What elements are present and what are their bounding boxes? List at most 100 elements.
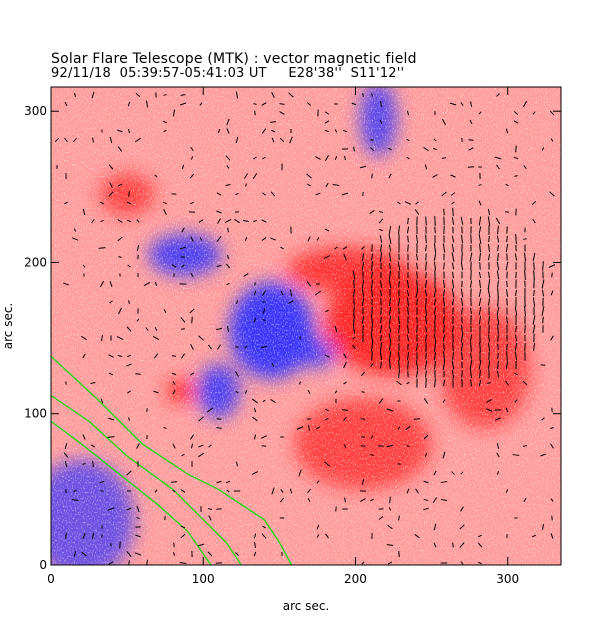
field-vector (479, 369, 481, 379)
field-vector (127, 390, 131, 394)
field-vector (496, 270, 500, 280)
field-vector (371, 306, 373, 316)
field-vector (216, 192, 222, 196)
field-vector (423, 398, 429, 404)
field-vector (261, 533, 267, 539)
field-vector (270, 399, 276, 403)
field-vector (397, 426, 401, 430)
field-vector (361, 371, 365, 377)
field-vector (74, 92, 76, 98)
field-vector (180, 353, 186, 359)
contour-line (51, 395, 242, 565)
field-vector (315, 192, 321, 196)
field-vector (380, 244, 382, 252)
field-vector (522, 100, 528, 108)
field-vector (551, 272, 553, 278)
field-vector (245, 183, 247, 187)
field-vector (460, 342, 464, 352)
field-vector (469, 101, 473, 107)
field-vector (370, 362, 374, 368)
field-vector (461, 351, 463, 361)
field-vector (154, 489, 158, 493)
field-vector (478, 289, 482, 297)
field-vector (451, 243, 455, 253)
field-vector (296, 426, 304, 430)
field-vector (100, 490, 104, 492)
field-vector (198, 452, 204, 458)
field-vector (172, 389, 176, 395)
field-vector (370, 147, 374, 151)
field-vector (432, 497, 438, 503)
field-vector (65, 381, 67, 385)
field-vector (389, 252, 391, 262)
field-vector (181, 328, 185, 330)
field-vector (217, 128, 221, 134)
field-vector (389, 343, 391, 351)
field-vector (135, 92, 141, 98)
field-vector (128, 300, 130, 304)
field-vector (398, 225, 400, 235)
field-vector (180, 525, 186, 529)
field-vector (126, 363, 132, 367)
field-vector (342, 129, 348, 133)
field-vector (253, 317, 257, 323)
field-vector (173, 552, 175, 556)
field-vector (494, 417, 502, 421)
field-vector (416, 298, 418, 306)
field-vector (452, 298, 454, 306)
field-vector (270, 191, 276, 197)
field-vector (181, 453, 185, 457)
field-vector (324, 111, 330, 115)
field-vector (325, 533, 329, 539)
field-vector (459, 542, 465, 548)
field-vector (289, 488, 293, 494)
field-vector (235, 346, 239, 348)
x-tick-label: 100 (192, 572, 215, 586)
field-vector (262, 399, 266, 403)
field-vector (407, 306, 409, 316)
field-vector (109, 136, 113, 144)
field-vector (253, 533, 257, 539)
field-vector (324, 461, 330, 467)
field-vector (343, 443, 347, 449)
field-vector (415, 262, 419, 270)
field-vector (108, 191, 114, 197)
field-vector (434, 351, 436, 361)
field-vector (361, 479, 365, 485)
field-vector (126, 550, 132, 558)
field-vector (270, 121, 276, 123)
field-vector (108, 561, 114, 565)
field-vector (497, 252, 499, 262)
field-vector (371, 351, 373, 361)
field-vector (406, 226, 410, 234)
field-vector (82, 208, 86, 216)
field-vector (442, 334, 446, 342)
field-vector (127, 264, 131, 268)
field-vector (378, 516, 384, 520)
field-vector (109, 182, 113, 188)
field-vector (496, 315, 500, 325)
field-vector (407, 360, 409, 370)
field-vector (443, 262, 445, 270)
field-vector (271, 92, 275, 98)
field-vector (325, 417, 329, 421)
field-vector (488, 271, 490, 279)
field-vector (343, 253, 347, 261)
field-vector (324, 155, 330, 161)
field-vector (532, 324, 536, 334)
field-vector (171, 372, 177, 376)
field-vector (469, 280, 473, 288)
field-vector (73, 489, 77, 493)
field-vector (425, 234, 427, 244)
field-vector (550, 533, 554, 539)
field-vector (361, 316, 365, 324)
field-vector (371, 279, 373, 289)
field-vector (190, 434, 194, 440)
field-vector (478, 379, 482, 387)
field-vector (450, 192, 456, 196)
field-vector (440, 481, 448, 483)
field-vector (262, 319, 266, 321)
field-vector (441, 157, 447, 159)
field-vector (443, 208, 445, 216)
field-vector (406, 138, 410, 142)
